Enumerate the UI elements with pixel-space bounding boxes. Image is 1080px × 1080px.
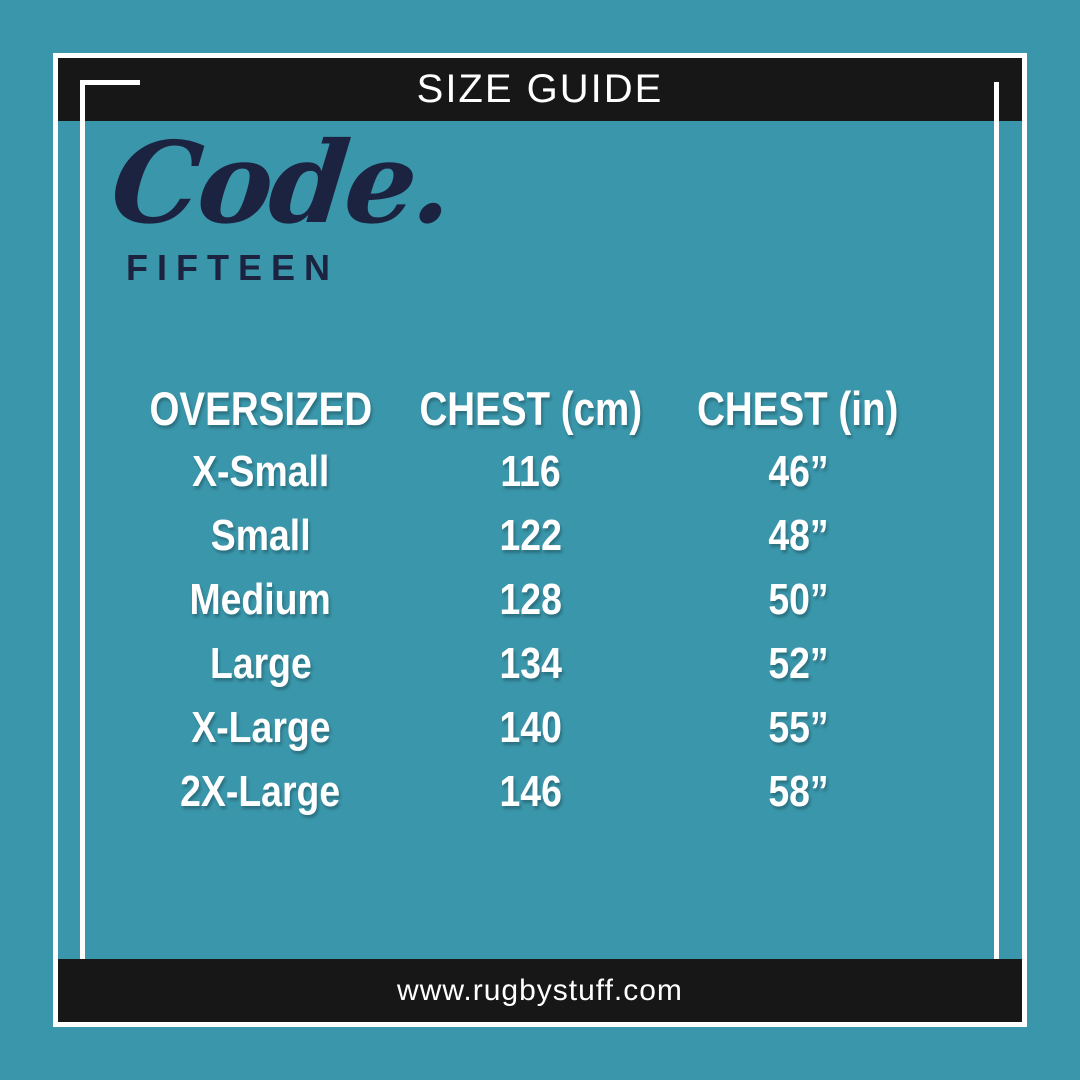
size-label: 2X-Large [180,767,341,816]
brand-logo: Code. FIFTEEN [100,118,457,289]
chest-in-value: 50” [767,575,829,624]
chest-cm-value: 128 [499,575,562,624]
size-label: X-Small [191,447,330,496]
chest-cm-value: 134 [499,639,562,688]
chest-in-value: 46” [767,447,829,496]
outer-frame [53,53,1027,1027]
size-label: Large [209,639,312,688]
inner-frame-right-line [994,82,999,999]
website-url: www.rugbystuff.com [397,973,683,1007]
chest-cm-value: 116 [500,447,561,496]
chest-in-value: 52” [767,639,829,688]
page-title: SIZE GUIDE [416,67,664,111]
chest-in-value: 55” [767,703,829,752]
column-header-chest-in: CHEST (in) [697,381,899,435]
chest-cm-value: 122 [499,511,562,560]
size-label: X-Large [190,703,331,752]
inner-frame-top-left-stub [80,80,140,85]
chest-cm-value: 146 [499,767,562,816]
size-label: Medium [189,575,332,624]
column-header-chest-cm: CHEST (cm) [419,381,642,435]
size-table: OVERSIZED CHEST (cm) CHEST (in) X-Small … [138,376,918,824]
chest-in-value: 58” [767,767,829,816]
column-header-size: OVERSIZED [149,381,372,435]
footer-bar: www.rugbystuff.com [58,959,1022,1022]
chest-cm-value: 140 [499,703,562,752]
brand-wordmark: FIFTEEN [126,247,339,289]
title-bar: SIZE GUIDE [58,58,1022,121]
chest-in-value: 48” [767,511,829,560]
size-label: Small [210,511,311,560]
brand-script-logo: Code. [105,118,457,249]
inner-frame-left-line [80,80,85,996]
